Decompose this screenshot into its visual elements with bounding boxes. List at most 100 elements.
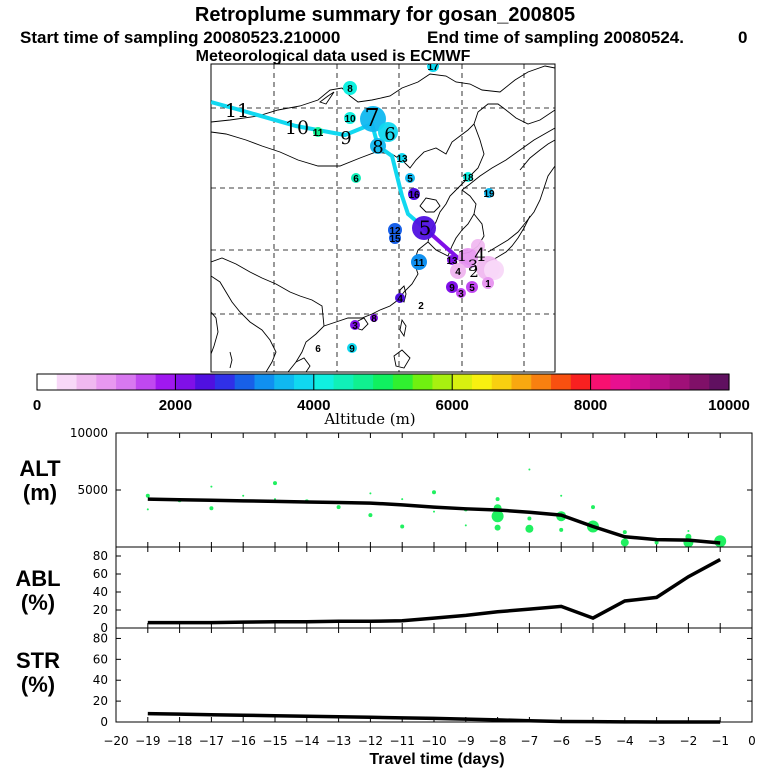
x-tick-label: −16 <box>231 734 256 748</box>
colorbar-swatch <box>610 374 631 390</box>
trajectory-day-label: 5 <box>419 216 432 240</box>
plume-day-label: 17 <box>427 62 439 73</box>
trajectory-day-label: 10 <box>285 117 309 139</box>
trajectory-day-label: 7 <box>364 104 379 132</box>
alt-plume-point <box>464 524 467 527</box>
str-panel: 80 60 40 20 0 <box>93 627 753 729</box>
trajectory-marker <box>412 216 436 240</box>
alt-plume-point <box>528 468 531 471</box>
plume-marker <box>313 127 323 137</box>
trajectory-marker <box>484 260 504 280</box>
plume-day-label: 9 <box>349 344 355 355</box>
plume-day-label: 9 <box>449 283 455 294</box>
alt-plume-point <box>495 497 500 502</box>
str-panel-label: STR <box>16 648 60 673</box>
plume-marker <box>389 232 401 244</box>
alt-plume-point <box>146 508 149 511</box>
alt-y-tick-label: 5000 <box>77 483 108 497</box>
x-tick-label: −7 <box>521 734 539 748</box>
plume-day-label: 19 <box>483 189 495 200</box>
trajectory-marker <box>458 248 478 268</box>
str-y-tick-label: 40 <box>93 673 108 687</box>
plume-day-label: 11 <box>313 128 324 139</box>
colorbar-swatch <box>195 374 216 390</box>
x-tick-label: −6 <box>552 734 570 748</box>
x-axis: −20 −19 −18 −17 −16 −15 −14 −13 −12 −11 −10 −9 −8 −7−… <box>103 734 755 748</box>
plume-marker <box>446 281 458 293</box>
plume-marker <box>466 281 478 293</box>
plume-marker <box>344 112 356 124</box>
colorbar-swatch <box>689 374 710 390</box>
x-tick-label: −17 <box>199 734 224 748</box>
colorbar-swatch <box>155 374 176 390</box>
abl-y-tick-label: 20 <box>93 603 108 617</box>
str-panel-unit: (%) <box>21 672 55 697</box>
met-data-label: Meteorological data used is ECMWF <box>196 48 471 65</box>
start-time-label: Start time of sampling 20080523.210000 <box>20 28 340 47</box>
colorbar-swatch <box>333 374 354 390</box>
colorbar-swatch <box>392 374 414 390</box>
plume-day-label: 13 <box>446 256 458 267</box>
colorbar-swatch <box>432 374 453 390</box>
alt-plume-point <box>400 524 405 529</box>
colorbar-label: Altitude (m) <box>323 410 415 428</box>
alt-plume-point <box>622 530 627 535</box>
colorbar-tick-label: 0 <box>33 397 41 414</box>
alt-plume-point <box>274 498 276 501</box>
trajectory-day-label: 9 <box>340 128 351 149</box>
alt-panel-unit: (m) <box>23 480 57 505</box>
colorbar-tick-label: 10000 <box>708 397 750 414</box>
str-y-tick-label: 20 <box>93 694 108 708</box>
colorbar-swatch <box>313 374 335 390</box>
plume-day-label: 13 <box>396 154 408 165</box>
abl-panel-label: ABL <box>15 566 60 591</box>
alt-plume-point <box>654 540 659 545</box>
colorbar-swatch <box>96 374 117 390</box>
colorbar-swatch <box>590 374 611 390</box>
x-tick-label: −10 <box>421 734 446 748</box>
x-tick-label: −18 <box>167 734 192 748</box>
abl-y-tick-label: 60 <box>93 567 108 581</box>
str-y-tick-label: 80 <box>93 631 108 645</box>
x-tick-label: −20 <box>103 734 128 748</box>
alt-plume-point <box>242 494 245 497</box>
alt-plume-point <box>620 538 629 547</box>
colorbar-swatch <box>214 374 236 390</box>
abl-frame <box>115 546 753 629</box>
alt-frame <box>115 432 753 548</box>
alt-plume-point <box>433 510 435 513</box>
colorbar-swatch <box>649 374 671 390</box>
alt-plume-point <box>368 513 373 518</box>
plume-marker <box>397 153 407 163</box>
x-tick-label: −11 <box>390 734 415 748</box>
colorbar-swatch <box>551 374 572 390</box>
x-tick-label: −5 <box>584 734 602 748</box>
plume-day-label: 3 <box>458 289 464 300</box>
colorbar-swatch <box>175 374 196 390</box>
str-line <box>147 711 721 724</box>
plume-marker <box>343 81 357 95</box>
plume-marker <box>395 293 405 303</box>
abl-y-tick-label: 80 <box>93 549 108 563</box>
colorbar-swatch <box>116 374 137 390</box>
trajectory-marker <box>378 122 398 142</box>
plume-day-label: 3 <box>352 321 358 332</box>
plume-marker <box>350 320 360 330</box>
colorbar-tick-label: 4000 <box>297 397 330 414</box>
x-tick-label: −4 <box>616 734 634 748</box>
x-tick-label: −2 <box>680 734 698 748</box>
colorbar-swatch <box>531 374 552 390</box>
x-tick-label: −15 <box>262 734 287 748</box>
trajectory-marker <box>471 239 485 253</box>
alt-plume-point <box>491 510 504 523</box>
plume-marker <box>456 288 466 298</box>
alt-plume-point <box>145 493 150 498</box>
map-graticule <box>211 64 555 372</box>
colorbar-tick-labels: 0 2000 4000 6000 8000 10000 <box>33 397 750 414</box>
colorbar <box>36 373 730 391</box>
abl-line <box>147 558 722 625</box>
plume-marker <box>411 254 427 270</box>
